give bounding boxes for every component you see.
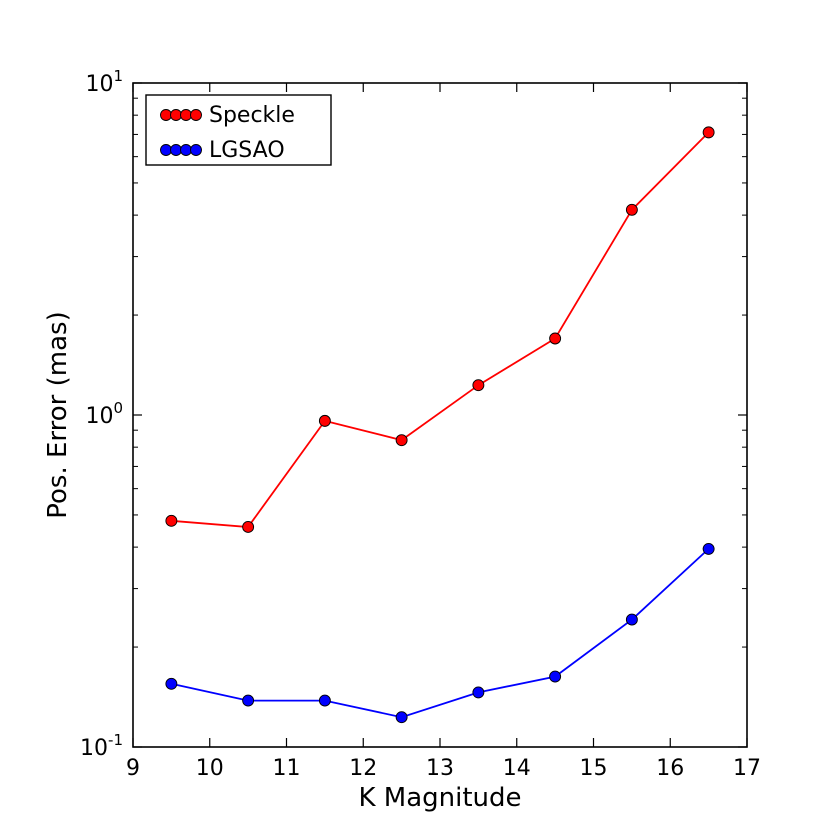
- x-tick-label: 15: [580, 756, 608, 781]
- y-tick-label-base: 10: [85, 404, 113, 429]
- data-point-lgsao: [549, 670, 562, 683]
- data-point-lgsao: [702, 542, 715, 555]
- plot-border: [132, 82, 748, 748]
- legend-marker-speckle: [180, 109, 192, 121]
- series-layer: [165, 126, 715, 724]
- y-tick-label-base: 10: [80, 736, 108, 761]
- x-axis-label: K Magnitude: [358, 783, 521, 813]
- legend: Speckle LGSAO: [145, 94, 332, 166]
- y-tick-label-exponent: -1: [108, 731, 123, 749]
- data-point-speckle: [242, 521, 255, 533]
- legend-label-lgsao: LGSAO: [209, 138, 285, 163]
- y-tick-label-exponent: 1: [113, 67, 123, 85]
- data-point-speckle: [318, 414, 331, 427]
- x-tick-label: 17: [733, 756, 761, 781]
- legend-entry-lgsao: [160, 144, 202, 156]
- y-tick-label: 101: [85, 67, 123, 97]
- series-line-speckle: [171, 131, 710, 528]
- plot-area: [133, 83, 747, 747]
- y-tick-label: 100: [85, 399, 123, 429]
- y-tick-label-exponent: 0: [113, 399, 123, 417]
- data-point-speckle: [165, 514, 178, 527]
- data-point-lgsao: [472, 686, 485, 699]
- x-tick-label: 14: [503, 756, 531, 781]
- legend-marker-lgsao: [160, 144, 172, 156]
- y-axis-label: Pos. Error (mas): [43, 311, 73, 518]
- y-tick-label-base: 10: [85, 72, 113, 97]
- data-point-speckle: [549, 332, 562, 345]
- legend-marker-speckle: [170, 109, 182, 121]
- x-tick-label: 13: [426, 756, 454, 781]
- legend-marker-lgsao: [180, 144, 192, 156]
- y-tick-label: 10-1: [80, 731, 123, 761]
- legend-marker-speckle: [160, 109, 172, 121]
- x-tick-label: 12: [349, 756, 377, 781]
- series-line-lgsao: [171, 548, 710, 719]
- data-point-lgsao: [625, 613, 638, 626]
- data-point-speckle: [472, 379, 485, 392]
- x-tick-label: 9: [126, 756, 140, 781]
- data-point-speckle: [395, 434, 408, 447]
- legend-marker-speckle: [190, 109, 202, 121]
- data-point-speckle: [702, 126, 715, 139]
- data-point-lgsao: [395, 711, 408, 724]
- x-tick-label: 11: [273, 756, 301, 781]
- x-tick-labels: 9 10 11 12 13 14 15 16 17: [126, 756, 761, 781]
- legend-marker-lgsao: [170, 144, 182, 156]
- data-point-speckle: [625, 203, 638, 216]
- legend-label-speckle: Speckle: [209, 103, 295, 128]
- data-point-lgsao: [165, 677, 178, 690]
- data-point-lgsao: [318, 694, 331, 707]
- x-tick-label: 10: [196, 756, 224, 781]
- legend-entry-speckle: [160, 109, 202, 121]
- x-tick-label: 16: [656, 756, 684, 781]
- data-point-lgsao: [242, 694, 255, 707]
- legend-marker-lgsao: [190, 144, 202, 156]
